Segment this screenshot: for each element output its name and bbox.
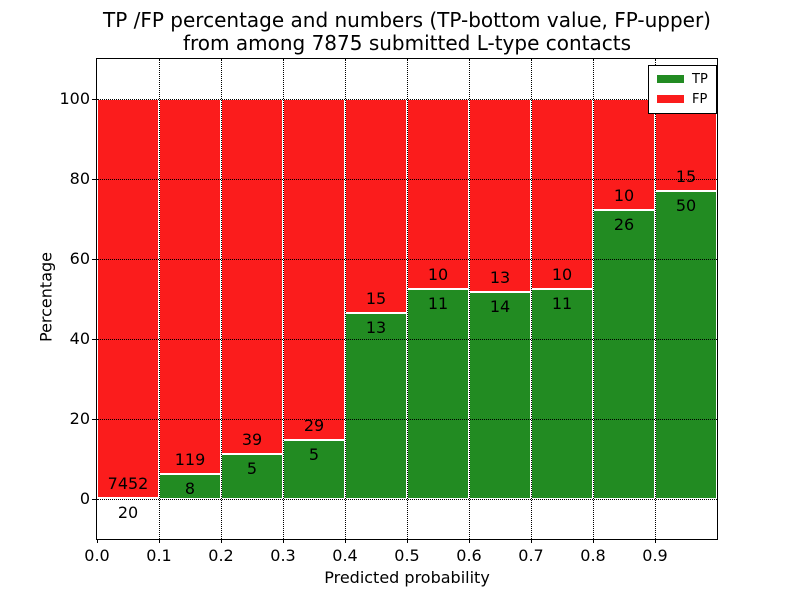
bar-fp <box>345 99 407 314</box>
bar-tp <box>593 210 655 499</box>
bar-label-fp: 13 <box>489 267 511 287</box>
bar-fp <box>531 99 593 290</box>
bar-fp <box>283 99 345 441</box>
x-tick-label: 0.1 <box>146 546 172 565</box>
bar-tp <box>345 313 407 499</box>
bar-label-fp: 10 <box>551 265 573 285</box>
bar-tp <box>407 289 469 499</box>
bar-fp <box>159 99 221 474</box>
bar-fp <box>407 99 469 290</box>
bar-label-tp: 13 <box>365 318 387 338</box>
bar-label-fp: 7452 <box>107 473 149 493</box>
x-tick <box>345 539 346 543</box>
y-tick-label: 60 <box>69 249 90 268</box>
chart-title-line1: TP /FP percentage and numbers (TP-bottom… <box>103 8 711 32</box>
legend-item-tp: TP <box>649 69 716 89</box>
y-tick-label: 80 <box>69 169 90 188</box>
bar-label-tp: 5 <box>246 458 258 478</box>
x-tick-label: 0.8 <box>580 546 606 565</box>
y-tick <box>92 499 96 500</box>
gridline-x <box>531 59 532 539</box>
x-tick-label: 0.6 <box>456 546 482 565</box>
legend-swatch-tp <box>657 75 684 83</box>
x-tick <box>159 539 160 543</box>
bar-label-fp: 119 <box>174 449 206 469</box>
gridline-x <box>221 59 222 539</box>
legend-label-fp: FP <box>692 91 708 107</box>
bar-label-fp: 10 <box>613 186 635 206</box>
y-tick-label: 40 <box>69 329 90 348</box>
legend-item-fp: FP <box>649 89 716 109</box>
bar-tp <box>159 473 221 499</box>
x-tick-label: 0.0 <box>84 546 110 565</box>
gridline-x <box>655 59 656 539</box>
bar-label-fp: 39 <box>241 429 263 449</box>
gridline-x <box>345 59 346 539</box>
bar-tp <box>655 191 717 499</box>
gridline-x <box>593 59 594 539</box>
x-tick <box>593 539 594 543</box>
bar-label-tp: 14 <box>489 296 511 316</box>
y-tick <box>92 419 96 420</box>
x-tick-label: 0.3 <box>270 546 296 565</box>
chart-title-line2: from among 7875 submitted L-type contact… <box>182 30 632 55</box>
x-tick-label: 0.4 <box>332 546 358 565</box>
y-axis-label: Percentage <box>36 251 56 343</box>
x-tick <box>283 539 284 543</box>
y-tick-label: 100 <box>59 89 90 108</box>
legend-label-tp: TP <box>692 71 708 87</box>
bar-label-tp: 11 <box>551 294 573 314</box>
bar-tp <box>531 289 593 499</box>
y-tick <box>92 99 96 100</box>
bar-label-tp: 50 <box>675 196 697 216</box>
gridline-x <box>159 59 160 539</box>
x-tick-label: 0.7 <box>518 546 544 565</box>
bar-label-fp: 15 <box>675 167 697 187</box>
y-tick-label: 20 <box>69 409 90 428</box>
bar-label-fp: 15 <box>365 289 387 309</box>
gridline-x <box>283 59 284 539</box>
x-tick <box>221 539 222 543</box>
x-tick-label: 0.2 <box>208 546 234 565</box>
y-tick <box>92 339 96 340</box>
gridline-x <box>407 59 408 539</box>
x-tick-label: 0.9 <box>642 546 668 565</box>
legend: TP FP <box>648 65 717 114</box>
bar-label-tp: 20 <box>117 502 139 522</box>
bar-tp <box>469 291 531 499</box>
bar-label-fp: 10 <box>427 265 449 285</box>
bar-label-tp: 11 <box>427 294 449 314</box>
y-tick-label: 0 <box>79 489 90 508</box>
x-tick <box>531 539 532 543</box>
bar-label-tp: 8 <box>184 478 196 498</box>
bar-label-fp: 29 <box>303 416 325 436</box>
x-tick <box>97 539 98 543</box>
bar-fp <box>97 99 159 498</box>
x-tick <box>655 539 656 543</box>
bar-tp <box>221 453 283 499</box>
chart-title: TP /FP percentage and numbers (TP-bottom… <box>97 9 717 54</box>
x-axis-label: Predicted probability <box>324 568 490 587</box>
bar-fp <box>469 99 531 292</box>
bar-label-tp: 5 <box>308 445 320 465</box>
x-tick <box>407 539 408 543</box>
y-tick <box>92 259 96 260</box>
bar-label-tp: 26 <box>613 215 635 235</box>
x-tick <box>469 539 470 543</box>
x-tick-label: 0.5 <box>394 546 420 565</box>
gridline-x <box>469 59 470 539</box>
legend-swatch-fp <box>657 95 684 103</box>
bar-fp <box>221 99 283 454</box>
y-tick <box>92 179 96 180</box>
